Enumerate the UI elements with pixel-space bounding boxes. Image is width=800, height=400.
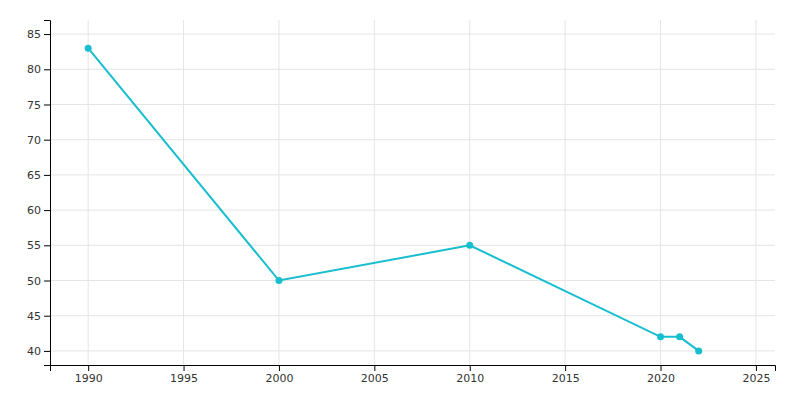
- y-axis-tick-label: 60: [27, 204, 41, 217]
- y-axis-tick: 50: [27, 275, 50, 288]
- y-axis-line: [44, 21, 51, 366]
- y-axis-tick-mark: [44, 316, 50, 317]
- x-axis-tick-label: 1990: [75, 372, 103, 385]
- x-axis-line: [51, 366, 776, 372]
- grid: [50, 20, 775, 365]
- y-axis-tick-label: 70: [27, 134, 41, 147]
- grid-line-y: [50, 174, 775, 175]
- x-axis-tick: 1990: [75, 365, 103, 385]
- grid-line-x: [660, 20, 661, 365]
- x-axis-tick: 2015: [552, 365, 580, 385]
- x-axis-tick-label: 2020: [647, 372, 675, 385]
- x-axis-tick: 2020: [647, 365, 675, 385]
- y-axis-tick-mark: [44, 34, 50, 35]
- x-axis: 1990 1995 2000 2005 2010 2015 2020 2025: [51, 365, 776, 385]
- y-axis-tick-mark: [44, 351, 50, 352]
- x-axis-tick-mark: [374, 365, 375, 371]
- grid-line-y: [50, 315, 775, 316]
- x-axis-tick-label: 2015: [552, 372, 580, 385]
- grid-line-y: [50, 245, 775, 246]
- y-axis-tick: 55: [27, 239, 50, 252]
- point: [85, 45, 92, 52]
- y-axis-tick-label: 50: [27, 275, 41, 288]
- y-axis-tick: 70: [27, 134, 50, 147]
- x-axis-tick-mark: [756, 365, 757, 371]
- y-axis-tick-label: 85: [27, 28, 41, 41]
- grid-line-x: [469, 20, 470, 365]
- x-axis-tick-label: 2025: [742, 372, 770, 385]
- y-axis-tick-label: 40: [27, 345, 41, 358]
- grid-line-x: [565, 20, 566, 365]
- y-axis-tick: 65: [27, 169, 50, 182]
- y-axis-tick: 60: [27, 204, 50, 217]
- chart-svg: 1990 1995 2000 2005 2010 2015 2020 2025 40 45 50 55…: [0, 0, 800, 400]
- x-axis-tick-label: 2000: [265, 372, 293, 385]
- point: [676, 333, 683, 340]
- y-axis-tick: 40: [27, 345, 50, 358]
- x-axis-tick-label: 2005: [361, 372, 389, 385]
- y-axis-tick-mark: [44, 281, 50, 282]
- marks: [85, 45, 703, 355]
- grid-line-y: [50, 210, 775, 211]
- grid-line-x: [278, 20, 279, 365]
- point: [695, 347, 702, 354]
- point: [466, 242, 473, 249]
- x-axis-tick: 2000: [265, 365, 293, 385]
- point: [657, 333, 664, 340]
- y-axis-tick-label: 45: [27, 310, 41, 323]
- y-axis-tick: 75: [27, 99, 50, 112]
- x-axis-tick-mark: [565, 365, 566, 371]
- y-axis-tick-mark: [44, 245, 50, 246]
- plot-area: 1990 1995 2000 2005 2010 2015 2020 2025 40 45 50 55…: [27, 20, 776, 385]
- x-axis-tick-mark: [279, 365, 280, 371]
- y-axis-tick-label: 65: [27, 169, 41, 182]
- x-axis-tick: 2005: [361, 365, 389, 385]
- y-axis-tick-label: 55: [27, 239, 41, 252]
- x-axis-tick: 2010: [456, 365, 484, 385]
- chart-container: 1990 1995 2000 2005 2010 2015 2020 2025 40 45 50 55…: [0, 0, 800, 400]
- x-axis-tick-mark: [470, 365, 471, 371]
- grid-line-y: [50, 34, 775, 35]
- grid-line-y: [50, 350, 775, 351]
- x-axis-tick: 1995: [170, 365, 198, 385]
- y-axis-tick-label: 80: [27, 63, 41, 76]
- line: [88, 48, 699, 351]
- grid-line-y: [50, 69, 775, 70]
- x-axis-tick-label: 1995: [170, 372, 198, 385]
- x-axis-tick-mark: [661, 365, 662, 371]
- x-axis-tick-label: 2010: [456, 372, 484, 385]
- y-axis-tick-mark: [44, 210, 50, 211]
- grid-line-y: [50, 139, 775, 140]
- y-axis-tick: 85: [27, 28, 50, 41]
- y-axis-tick: 45: [27, 310, 50, 323]
- x-axis-tick-mark: [184, 365, 185, 371]
- grid-line-y: [50, 104, 775, 105]
- y-axis-tick: 80: [27, 63, 50, 76]
- grid-line-y: [50, 280, 775, 281]
- x-axis-tick-mark: [88, 365, 89, 371]
- y-axis-tick-mark: [44, 140, 50, 141]
- point: [275, 277, 282, 284]
- y-axis-tick-mark: [44, 69, 50, 70]
- y-axis: 40 45 50 55 60 65 70 75 80 85: [27, 21, 51, 366]
- y-axis-tick-label: 75: [27, 99, 41, 112]
- y-axis-tick-mark: [44, 175, 50, 176]
- y-axis-tick-mark: [44, 104, 50, 105]
- x-axis-tick: 2025: [742, 365, 770, 385]
- grid-line-x: [755, 20, 756, 365]
- grid-line-x: [183, 20, 184, 365]
- grid-line-x: [88, 20, 89, 365]
- grid-line-x: [374, 20, 375, 365]
